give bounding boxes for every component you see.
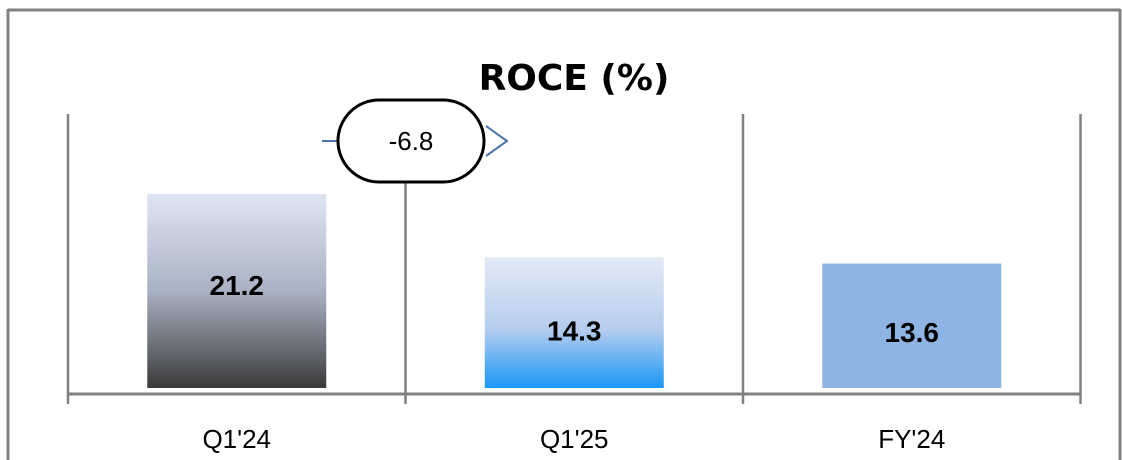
bar-fy-24 [822,263,1002,388]
category-tick-label: Q1'24 [202,424,271,454]
bar-q1-25 [484,257,664,388]
category-tick-label: Q1'25 [540,424,609,454]
category-tick-label: FY'24 [878,424,945,454]
data-labels: 21.2 14.3 13.6 [210,270,940,348]
chart-title: ROCE (%) [479,58,670,99]
bar-value-label: 21.2 [210,270,265,301]
delta-annotation: -6.8 [322,98,509,184]
bar-q1-24 [147,194,327,388]
bars [147,194,1002,388]
category-labels: Q1'24 Q1'25 FY'24 [202,424,945,454]
delta-label: -6.8 [389,126,434,156]
bar-value-label: 13.6 [885,317,940,348]
delta-arrow-head [485,125,509,157]
bar-value-label: 14.3 [547,315,602,346]
delta-bubble [336,98,486,184]
